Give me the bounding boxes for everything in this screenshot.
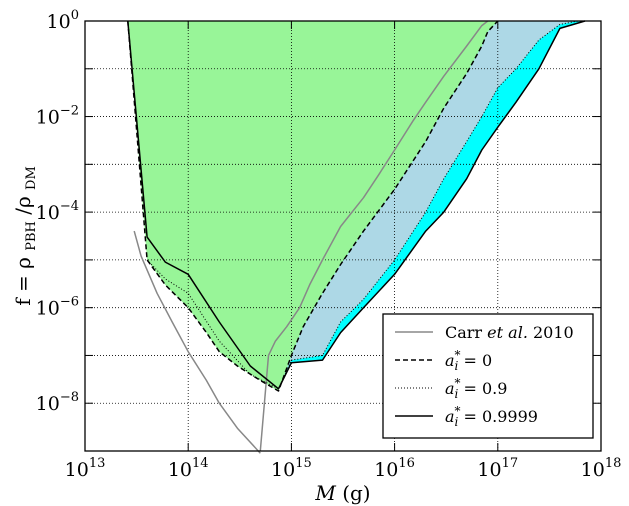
x-tick-exponent: 14 (192, 456, 209, 471)
x-axis-label: M (g) (314, 481, 370, 505)
x-axis-label-unit: (g) (342, 481, 370, 505)
y-tick-exponent: −6 (60, 295, 79, 310)
y-tick-label: 10−6 (36, 295, 79, 320)
y-tick-exponent: −8 (60, 390, 79, 405)
series-line-3 (127, 20, 586, 390)
series-line-1 (127, 20, 499, 392)
legend-symbol-sup: * (455, 348, 461, 362)
legend-text-italic: et al. (487, 323, 528, 342)
legend-label-3: a* i = 0.9999 (445, 404, 538, 429)
legend-symbol: a (445, 351, 455, 370)
y-tick-base: 10 (47, 11, 71, 33)
x-tick-base: 10 (168, 459, 192, 481)
axis-ticks (85, 21, 601, 451)
fill-regions (127, 21, 602, 391)
legend-symbol-sub: i (455, 359, 459, 373)
x-tick-base: 10 (374, 459, 398, 481)
legend-symbol: a (445, 407, 455, 426)
legend-symbol-sub: i (455, 415, 459, 429)
legend-label-2: a* i = 0.9 (445, 376, 507, 401)
y-tick-exponent: −4 (60, 199, 79, 214)
x-tick-base: 10 (581, 459, 605, 481)
legend-text-part: 2010 (528, 323, 574, 342)
legend-box (382, 313, 594, 439)
y-tick-label: 10−4 (36, 199, 79, 224)
legend-symbol-sup: * (455, 404, 461, 418)
fill-region-a-0 (127, 21, 498, 391)
y-axis-label-sub-pbh: PBH (24, 221, 39, 251)
y-axis-label: f = ρ PBH /ρ DM (11, 166, 40, 306)
series-lines (127, 20, 586, 454)
series-line-0 (133, 230, 261, 454)
x-tick-exponent: 16 (398, 456, 415, 471)
x-tick-label: 1013 (65, 456, 106, 481)
y-axis-label-lhs: f = ρ (11, 257, 35, 306)
x-tick-exponent: 18 (605, 456, 622, 471)
x-axis-label-symbol: M (314, 481, 336, 505)
x-tick-label: 1017 (477, 456, 518, 481)
x-tick-exponent: 15 (295, 456, 312, 471)
x-tick-exponent: 17 (502, 456, 519, 471)
legend-symbol-sup: * (455, 376, 461, 390)
y-axis-label-sub-dm: DM (24, 166, 39, 190)
series-line-0 (259, 20, 489, 452)
legend-value: = 0 (458, 351, 492, 370)
y-tick-base: 10 (36, 107, 60, 129)
y-tick-base: 10 (36, 393, 60, 415)
plot-frame (84, 20, 602, 452)
legend-label-1: a* i = 0 (445, 348, 492, 373)
x-tick-base: 10 (65, 459, 89, 481)
x-tick-label: 1018 (581, 456, 622, 481)
legend-value: = 0.9999 (458, 407, 538, 426)
y-tick-exponent: −2 (60, 104, 79, 119)
x-tick-label: 1014 (168, 456, 209, 481)
y-tick-exponent: 0 (71, 8, 79, 23)
x-tick-base: 10 (477, 459, 501, 481)
y-axis-label-mid: /ρ (11, 196, 35, 215)
x-tick-labels: 1013 1014 1015 1016 1017 1018 (65, 456, 622, 481)
x-tick-exponent: 13 (89, 456, 106, 471)
legend-text-part: Carr (445, 323, 487, 342)
y-tick-base: 10 (36, 298, 60, 320)
x-tick-label: 1016 (374, 456, 415, 481)
legend-value: = 0.9 (458, 379, 507, 398)
series-line-2 (146, 20, 579, 390)
y-tick-base: 10 (36, 202, 60, 224)
legend-label-0: Carr et al. 2010 (445, 323, 574, 342)
legend-symbol: a (445, 379, 455, 398)
x-tick-base: 10 (271, 459, 295, 481)
y-tick-label: 10−8 (36, 390, 79, 415)
y-tick-label: 10−2 (36, 104, 79, 129)
fill-region-a-0.9 (127, 21, 579, 391)
legend-symbol-sub: i (455, 387, 459, 401)
y-tick-label: 100 (47, 8, 79, 33)
x-tick-label: 1015 (271, 456, 312, 481)
